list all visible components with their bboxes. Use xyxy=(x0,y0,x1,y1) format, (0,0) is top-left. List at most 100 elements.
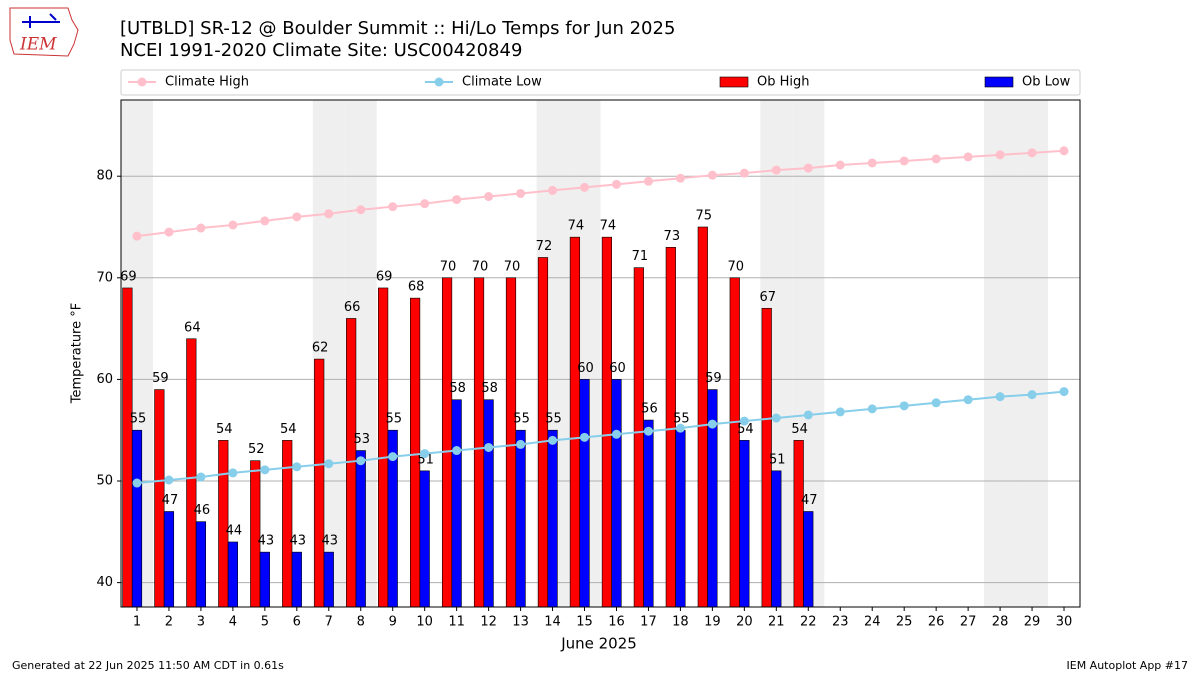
bar xyxy=(314,358,325,608)
bar-label: 55 xyxy=(513,412,530,427)
x-tick-label: 27 xyxy=(960,615,977,630)
line-marker xyxy=(643,426,653,436)
bar-label: 62 xyxy=(312,341,329,356)
bar-label: 43 xyxy=(322,534,339,549)
y-tick-label: 60 xyxy=(96,372,113,387)
bar-label: 64 xyxy=(184,320,201,335)
line-marker xyxy=(548,185,558,195)
line-marker xyxy=(164,227,174,237)
bar-label: 44 xyxy=(226,523,243,538)
bar xyxy=(378,287,389,608)
line-marker xyxy=(867,158,877,168)
bar-label: 46 xyxy=(194,503,211,518)
y-tick-label: 40 xyxy=(96,575,113,590)
line-marker xyxy=(196,223,206,233)
bar xyxy=(473,277,485,608)
bar-label: 43 xyxy=(290,534,307,549)
bar-label: 55 xyxy=(673,412,690,427)
bar xyxy=(665,247,676,608)
bar xyxy=(793,440,804,608)
x-tick-label: 13 xyxy=(512,615,529,630)
line-marker xyxy=(548,435,558,445)
y-tick-label: 50 xyxy=(96,474,113,489)
line-marker xyxy=(1027,148,1037,158)
bar-label: 69 xyxy=(120,269,137,284)
line-marker xyxy=(803,410,813,420)
x-tick-label: 11 xyxy=(448,615,465,630)
line-marker xyxy=(835,160,845,170)
bar xyxy=(291,551,302,608)
bar xyxy=(419,470,430,608)
bar xyxy=(569,236,581,608)
x-tick-label: 6 xyxy=(293,615,301,630)
bar xyxy=(505,277,517,608)
bar-label: 59 xyxy=(152,371,169,386)
logo-outline xyxy=(9,7,79,57)
line-marker xyxy=(388,452,398,462)
y-tick-label: 80 xyxy=(96,169,113,184)
bar-label: 52 xyxy=(248,442,265,457)
bar xyxy=(323,551,334,608)
plot-frame xyxy=(120,99,1081,608)
x-tick-label: 29 xyxy=(1024,615,1041,630)
bar xyxy=(771,470,782,608)
bar xyxy=(355,450,366,608)
bar xyxy=(633,267,644,608)
bar xyxy=(131,429,143,608)
bar-label: 67 xyxy=(759,290,776,305)
line-marker xyxy=(132,478,142,488)
x-tick-label: 19 xyxy=(704,615,721,630)
x-tick-label: 7 xyxy=(325,615,333,630)
bar-label: 47 xyxy=(162,493,179,508)
bar-label: 43 xyxy=(258,534,275,549)
bar xyxy=(675,429,686,608)
x-tick-label: 23 xyxy=(832,615,849,630)
x-tick-label: 14 xyxy=(544,615,561,630)
bar xyxy=(441,277,453,608)
bar-label: 54 xyxy=(737,422,754,437)
bar xyxy=(227,541,238,608)
line-marker xyxy=(516,188,526,198)
bar xyxy=(697,226,708,608)
bar-label: 71 xyxy=(632,249,649,264)
chart-subtitle: NCEI 1991-2020 Climate Site: USC00420849 xyxy=(120,40,522,61)
legend-label: Ob High xyxy=(757,75,810,90)
line-marker xyxy=(292,462,302,472)
line-marker xyxy=(324,209,334,219)
line-marker xyxy=(739,168,749,178)
bar xyxy=(259,551,270,608)
x-tick-label: 26 xyxy=(928,615,945,630)
x-tick-label: 9 xyxy=(389,615,397,630)
shaded-day xyxy=(1016,100,1049,607)
logo-text: IEM xyxy=(19,35,57,55)
bar xyxy=(186,338,197,608)
bar-label: 58 xyxy=(449,381,466,396)
shaded-day xyxy=(984,100,1017,607)
line-marker xyxy=(803,163,813,173)
line-marker xyxy=(867,404,877,414)
line-marker xyxy=(611,429,621,439)
x-tick-label: 28 xyxy=(992,615,1009,630)
y-tick-label: 70 xyxy=(96,270,113,285)
x-tick-label: 21 xyxy=(768,615,785,630)
line xyxy=(136,149,1065,238)
bar xyxy=(122,287,133,608)
legend-label: Ob Low xyxy=(1022,75,1071,90)
x-tick-label: 8 xyxy=(357,615,365,630)
line-marker xyxy=(228,220,238,230)
x-tick-label: 16 xyxy=(608,615,625,630)
line-marker xyxy=(228,468,238,478)
x-tick-label: 22 xyxy=(800,615,817,630)
bar-label: 53 xyxy=(353,432,370,447)
line-marker xyxy=(164,475,174,485)
bar-label: 56 xyxy=(641,402,658,417)
line-marker xyxy=(356,205,366,215)
bar-label: 74 xyxy=(568,219,585,234)
line-marker xyxy=(963,152,973,162)
bar-label: 72 xyxy=(536,239,553,254)
line-marker xyxy=(484,192,494,202)
bar-label: 66 xyxy=(344,300,361,315)
bar xyxy=(547,429,558,608)
line-marker xyxy=(1027,390,1037,400)
